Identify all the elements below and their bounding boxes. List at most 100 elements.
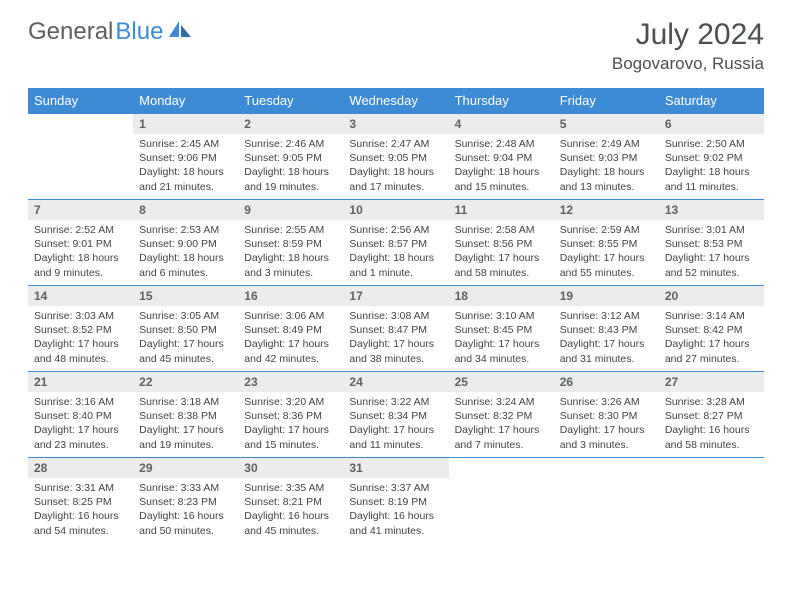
calendar-cell: 31Sunrise: 3:37 AMSunset: 8:19 PMDayligh…	[343, 458, 448, 544]
cell-line: Daylight: 16 hours	[665, 423, 758, 437]
day-number: 22	[133, 372, 238, 392]
cell-line: Sunset: 8:32 PM	[455, 409, 548, 423]
cell-line: Daylight: 16 hours	[139, 509, 232, 523]
cell-body: Sunrise: 3:08 AMSunset: 8:47 PMDaylight:…	[343, 306, 448, 370]
calendar-cell: 8Sunrise: 2:53 AMSunset: 9:00 PMDaylight…	[133, 200, 238, 286]
cell-line: and 11 minutes.	[349, 438, 442, 452]
cell-body: Sunrise: 3:22 AMSunset: 8:34 PMDaylight:…	[343, 392, 448, 456]
cell-line: Daylight: 18 hours	[244, 251, 337, 265]
weekday-header: Thursday	[449, 88, 554, 114]
calendar-cell: 23Sunrise: 3:20 AMSunset: 8:36 PMDayligh…	[238, 372, 343, 458]
calendar-header-row: Sunday Monday Tuesday Wednesday Thursday…	[28, 88, 764, 114]
cell-line: and 31 minutes.	[560, 352, 653, 366]
calendar-cell: 22Sunrise: 3:18 AMSunset: 8:38 PMDayligh…	[133, 372, 238, 458]
cell-body: Sunrise: 3:26 AMSunset: 8:30 PMDaylight:…	[554, 392, 659, 456]
cell-body: Sunrise: 3:03 AMSunset: 8:52 PMDaylight:…	[28, 306, 133, 370]
cell-line: Sunset: 9:01 PM	[34, 237, 127, 251]
cell-line: Sunset: 8:30 PM	[560, 409, 653, 423]
cell-line: Sunset: 8:40 PM	[34, 409, 127, 423]
calendar-cell: 10Sunrise: 2:56 AMSunset: 8:57 PMDayligh…	[343, 200, 448, 286]
cell-body: Sunrise: 3:12 AMSunset: 8:43 PMDaylight:…	[554, 306, 659, 370]
cell-line: Daylight: 17 hours	[244, 337, 337, 351]
cell-line: Sunrise: 3:06 AM	[244, 309, 337, 323]
cell-line: Daylight: 17 hours	[139, 337, 232, 351]
cell-line: and 15 minutes.	[244, 438, 337, 452]
cell-body	[554, 464, 659, 471]
header: GeneralBlue July 2024 Bogovarovo, Russia	[28, 18, 764, 74]
cell-body: Sunrise: 3:06 AMSunset: 8:49 PMDaylight:…	[238, 306, 343, 370]
cell-line: Sunset: 8:59 PM	[244, 237, 337, 251]
weekday-header: Wednesday	[343, 88, 448, 114]
cell-line: Daylight: 16 hours	[244, 509, 337, 523]
cell-line: Daylight: 18 hours	[34, 251, 127, 265]
cell-line: and 50 minutes.	[139, 524, 232, 538]
month-title: July 2024	[612, 18, 764, 52]
calendar-week: 7Sunrise: 2:52 AMSunset: 9:01 PMDaylight…	[28, 200, 764, 286]
cell-line: Sunrise: 3:03 AM	[34, 309, 127, 323]
cell-line: Sunset: 8:56 PM	[455, 237, 548, 251]
cell-line: Sunrise: 2:45 AM	[139, 137, 232, 151]
cell-line: Daylight: 17 hours	[455, 423, 548, 437]
cell-line: Sunrise: 3:35 AM	[244, 481, 337, 495]
cell-line: Daylight: 18 hours	[139, 251, 232, 265]
cell-line: Sunrise: 3:33 AM	[139, 481, 232, 495]
cell-line: and 48 minutes.	[34, 352, 127, 366]
cell-body: Sunrise: 2:47 AMSunset: 9:05 PMDaylight:…	[343, 134, 448, 198]
location: Bogovarovo, Russia	[612, 54, 764, 74]
cell-line: Sunrise: 3:20 AM	[244, 395, 337, 409]
cell-line: and 6 minutes.	[139, 266, 232, 280]
cell-body: Sunrise: 3:31 AMSunset: 8:25 PMDaylight:…	[28, 478, 133, 542]
cell-line: Sunrise: 2:46 AM	[244, 137, 337, 151]
day-number: 16	[238, 286, 343, 306]
cell-line: Sunset: 9:03 PM	[560, 151, 653, 165]
cell-body: Sunrise: 2:59 AMSunset: 8:55 PMDaylight:…	[554, 220, 659, 284]
calendar-week: 14Sunrise: 3:03 AMSunset: 8:52 PMDayligh…	[28, 286, 764, 372]
cell-line: Sunrise: 2:47 AM	[349, 137, 442, 151]
cell-body: Sunrise: 3:16 AMSunset: 8:40 PMDaylight:…	[28, 392, 133, 456]
calendar-cell: 28Sunrise: 3:31 AMSunset: 8:25 PMDayligh…	[28, 458, 133, 544]
cell-line: Sunset: 9:02 PM	[665, 151, 758, 165]
cell-line: and 58 minutes.	[665, 438, 758, 452]
day-number: 6	[659, 114, 764, 134]
cell-body: Sunrise: 3:28 AMSunset: 8:27 PMDaylight:…	[659, 392, 764, 456]
day-number: 8	[133, 200, 238, 220]
calendar-cell: 30Sunrise: 3:35 AMSunset: 8:21 PMDayligh…	[238, 458, 343, 544]
day-number: 19	[554, 286, 659, 306]
cell-body: Sunrise: 3:01 AMSunset: 8:53 PMDaylight:…	[659, 220, 764, 284]
cell-line: and 15 minutes.	[455, 180, 548, 194]
calendar-cell: 4Sunrise: 2:48 AMSunset: 9:04 PMDaylight…	[449, 114, 554, 200]
cell-line: Sunrise: 2:58 AM	[455, 223, 548, 237]
cell-body: Sunrise: 3:10 AMSunset: 8:45 PMDaylight:…	[449, 306, 554, 370]
day-number: 12	[554, 200, 659, 220]
cell-line: Daylight: 17 hours	[560, 423, 653, 437]
cell-line: Sunset: 8:42 PM	[665, 323, 758, 337]
calendar-cell: 11Sunrise: 2:58 AMSunset: 8:56 PMDayligh…	[449, 200, 554, 286]
cell-body: Sunrise: 3:37 AMSunset: 8:19 PMDaylight:…	[343, 478, 448, 542]
cell-body: Sunrise: 3:18 AMSunset: 8:38 PMDaylight:…	[133, 392, 238, 456]
calendar-cell: 15Sunrise: 3:05 AMSunset: 8:50 PMDayligh…	[133, 286, 238, 372]
calendar-cell: 16Sunrise: 3:06 AMSunset: 8:49 PMDayligh…	[238, 286, 343, 372]
cell-line: Daylight: 17 hours	[349, 423, 442, 437]
day-number: 30	[238, 458, 343, 478]
day-number: 5	[554, 114, 659, 134]
cell-line: Sunset: 8:53 PM	[665, 237, 758, 251]
cell-line: Sunrise: 3:24 AM	[455, 395, 548, 409]
cell-line: and 11 minutes.	[665, 180, 758, 194]
cell-line: Daylight: 17 hours	[665, 251, 758, 265]
calendar-cell	[449, 458, 554, 544]
calendar-cell: 14Sunrise: 3:03 AMSunset: 8:52 PMDayligh…	[28, 286, 133, 372]
cell-line: Sunrise: 3:08 AM	[349, 309, 442, 323]
cell-line: Sunrise: 2:56 AM	[349, 223, 442, 237]
calendar-cell: 29Sunrise: 3:33 AMSunset: 8:23 PMDayligh…	[133, 458, 238, 544]
day-number: 11	[449, 200, 554, 220]
cell-line: and 19 minutes.	[139, 438, 232, 452]
cell-line: Daylight: 17 hours	[349, 337, 442, 351]
cell-line: Daylight: 17 hours	[139, 423, 232, 437]
calendar-cell	[554, 458, 659, 544]
cell-line: Sunrise: 2:52 AM	[34, 223, 127, 237]
cell-line: Sunrise: 2:49 AM	[560, 137, 653, 151]
calendar-week: 21Sunrise: 3:16 AMSunset: 8:40 PMDayligh…	[28, 372, 764, 458]
cell-line: and 55 minutes.	[560, 266, 653, 280]
cell-line: Sunrise: 3:31 AM	[34, 481, 127, 495]
cell-body: Sunrise: 3:20 AMSunset: 8:36 PMDaylight:…	[238, 392, 343, 456]
